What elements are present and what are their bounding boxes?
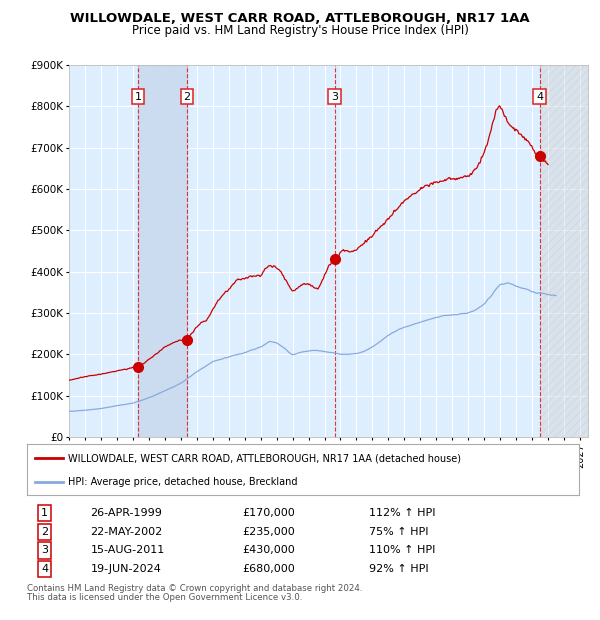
Text: 3: 3 xyxy=(41,546,48,556)
Text: 19-JUN-2024: 19-JUN-2024 xyxy=(91,564,161,574)
Text: £430,000: £430,000 xyxy=(242,546,295,556)
Text: 3: 3 xyxy=(331,92,338,102)
Text: £170,000: £170,000 xyxy=(242,508,295,518)
Text: 4: 4 xyxy=(536,92,543,102)
Text: £680,000: £680,000 xyxy=(242,564,295,574)
Text: 1: 1 xyxy=(41,508,48,518)
Text: £235,000: £235,000 xyxy=(242,526,295,537)
Text: 75% ↑ HPI: 75% ↑ HPI xyxy=(369,526,429,537)
Bar xyxy=(539,65,588,437)
Text: WILLOWDALE, WEST CARR ROAD, ATTLEBOROUGH, NR17 1AA: WILLOWDALE, WEST CARR ROAD, ATTLEBOROUGH… xyxy=(70,12,530,25)
Text: 2: 2 xyxy=(41,526,48,537)
Text: HPI: Average price, detached house, Breckland: HPI: Average price, detached house, Brec… xyxy=(68,477,298,487)
Bar xyxy=(138,65,187,437)
Text: Contains HM Land Registry data © Crown copyright and database right 2024.: Contains HM Land Registry data © Crown c… xyxy=(27,584,362,593)
Text: Price paid vs. HM Land Registry's House Price Index (HPI): Price paid vs. HM Land Registry's House … xyxy=(131,24,469,37)
Text: 110% ↑ HPI: 110% ↑ HPI xyxy=(369,546,436,556)
Text: 15-AUG-2011: 15-AUG-2011 xyxy=(91,546,165,556)
Text: WILLOWDALE, WEST CARR ROAD, ATTLEBOROUGH, NR17 1AA (detached house): WILLOWDALE, WEST CARR ROAD, ATTLEBOROUGH… xyxy=(68,453,461,463)
Text: This data is licensed under the Open Government Licence v3.0.: This data is licensed under the Open Gov… xyxy=(27,593,302,603)
Text: 112% ↑ HPI: 112% ↑ HPI xyxy=(369,508,436,518)
Text: 4: 4 xyxy=(41,564,48,574)
Text: 92% ↑ HPI: 92% ↑ HPI xyxy=(369,564,429,574)
Text: 1: 1 xyxy=(134,92,142,102)
Text: 26-APR-1999: 26-APR-1999 xyxy=(91,508,163,518)
Text: 22-MAY-2002: 22-MAY-2002 xyxy=(91,526,163,537)
Text: 2: 2 xyxy=(184,92,191,102)
